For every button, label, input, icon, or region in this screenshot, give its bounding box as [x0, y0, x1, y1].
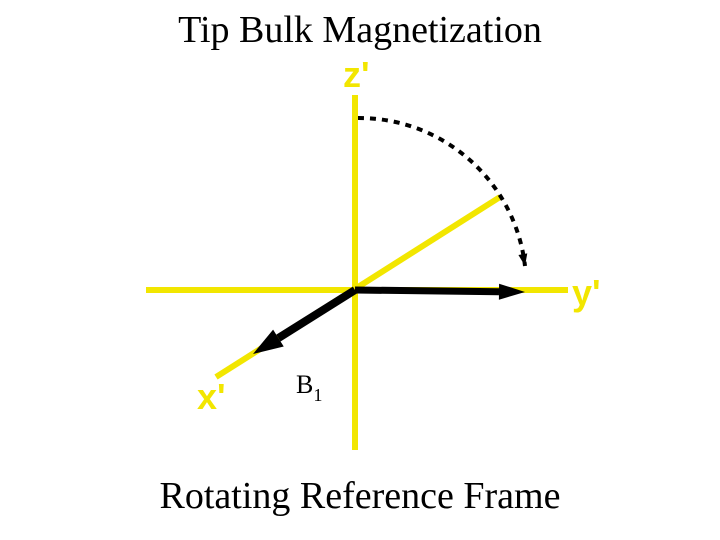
y-axis-label: y': [572, 272, 601, 314]
b1-vector: [278, 290, 355, 338]
b1-label: B1: [296, 370, 322, 404]
magnetization-vector: [355, 290, 499, 292]
magnetization-arrow-icon: [499, 284, 525, 300]
z-axis-label: z': [343, 54, 370, 96]
x-axis-label: x': [197, 376, 226, 418]
b1-label-sub: 1: [313, 385, 322, 405]
b1-label-base: B: [296, 370, 313, 399]
rotation-arc: [358, 118, 525, 266]
